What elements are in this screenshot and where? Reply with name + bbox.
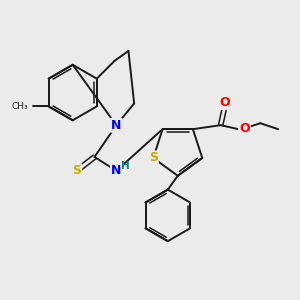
Text: N: N (111, 119, 122, 132)
Text: S: S (149, 152, 158, 164)
Text: S: S (72, 164, 81, 177)
Text: O: O (219, 96, 230, 109)
Text: H: H (121, 161, 130, 171)
Text: CH₃: CH₃ (11, 102, 28, 111)
Text: O: O (239, 122, 250, 135)
Text: N: N (111, 164, 122, 177)
